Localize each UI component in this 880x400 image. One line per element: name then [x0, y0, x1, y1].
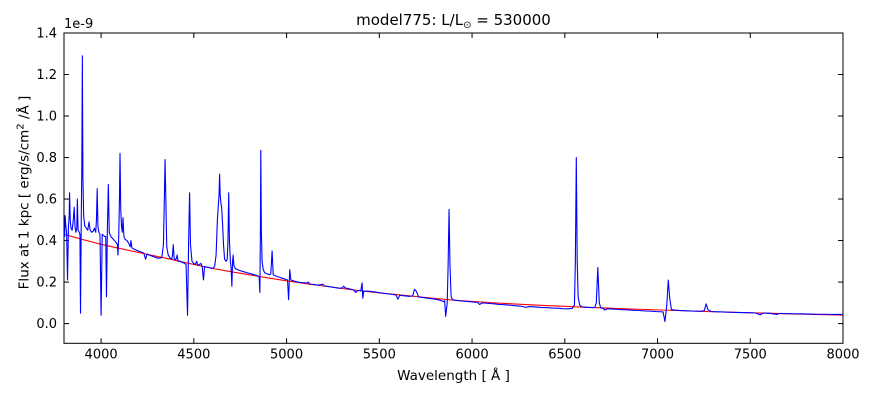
- x-tick-label: 4000: [85, 347, 118, 362]
- y-tick-label: 0.0: [36, 317, 57, 332]
- y-axis-offset-label: 1e-9: [64, 17, 94, 32]
- tick-marks: [64, 32, 844, 344]
- sun-symbol: ⊙: [463, 20, 472, 31]
- y-tick-label: 0.4: [36, 234, 57, 249]
- plot-area-border: [63, 32, 844, 344]
- x-tick-label: 8000: [826, 347, 859, 362]
- y-tick-label: 1.2: [36, 68, 57, 83]
- y-tick-label: 1.0: [36, 110, 57, 125]
- spectrum-line: [63, 55, 843, 323]
- tick-labels: 4000 4500 5000 5500 6000 6500 7000 7500 8000 0.0 0…: [36, 27, 859, 363]
- x-tick-label: 5500: [363, 347, 396, 362]
- x-tick-label: 7000: [641, 347, 674, 362]
- chart-title: model775: L/L⊙ = 530000: [64, 11, 843, 31]
- x-axis-label: Wavelength [ Å ]: [397, 368, 510, 384]
- chart-title-value: = 530000: [471, 11, 551, 29]
- x-tick-label: 5000: [270, 347, 303, 362]
- x-tick-label: 6500: [548, 347, 581, 362]
- y-axis-label: Flux at 1 kpc [ erg/s/cm2 /Å ]: [15, 95, 33, 290]
- superscript-2: 2: [15, 123, 27, 130]
- y-tick-label: 0.2: [36, 276, 57, 291]
- chart-title-text: model775: L/L: [356, 11, 464, 29]
- y-tick-label: 0.6: [36, 193, 57, 208]
- x-tick-label: 7500: [734, 347, 767, 362]
- continuum-line: [63, 233, 844, 316]
- x-tick-label: 4500: [177, 347, 210, 362]
- x-tick-label: 6000: [456, 347, 489, 362]
- y-tick-label: 1.4: [36, 27, 57, 42]
- y-tick-label: 0.8: [36, 151, 57, 166]
